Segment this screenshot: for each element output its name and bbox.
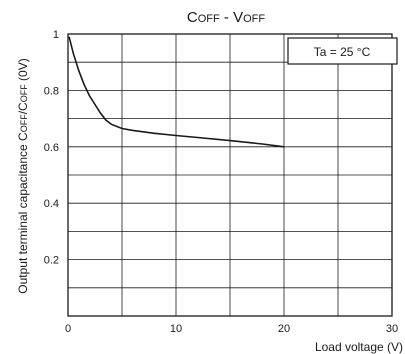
series-line [68,36,285,148]
grid-lines [68,34,392,316]
y-tick-label: 0.6 [44,142,59,154]
chart-title: COFF - VOFF [187,9,265,26]
y-tick-label: 0.8 [44,85,59,97]
plot-frame [67,33,393,317]
x-tick-label: 20 [278,323,290,335]
y-tick-label: 1 [53,29,59,41]
x-tick-label: 0 [65,323,71,335]
y-tick-label: 0.4 [44,198,59,210]
y-tick-label: 0.2 [44,255,59,267]
y-axis-label: Output terminal capacitance COFF/COFF (0… [16,58,30,293]
x-axis-label: Load voltage (V) [315,340,403,354]
y-tick-labels: 0.2 0.4 0.6 0.8 1 [44,29,59,267]
temperature-annotation: Ta = 25 °C [314,45,371,59]
annotation-box [287,37,398,65]
x-tick-label: 30 [386,323,398,335]
x-tick-labels: 0 10 20 30 [65,323,398,335]
x-tick-label: 10 [170,323,182,335]
